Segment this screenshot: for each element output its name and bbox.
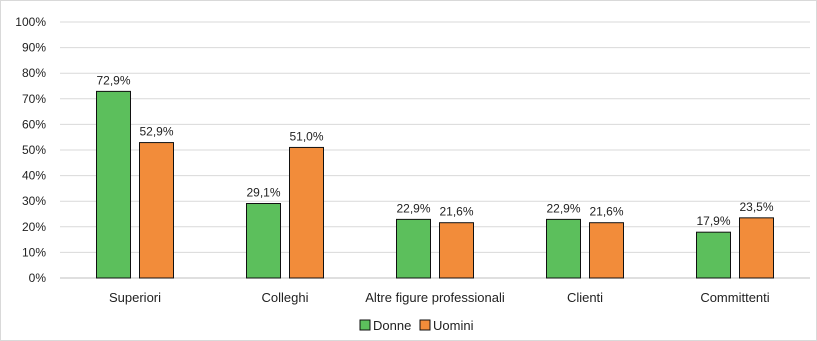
data-label: 51,0% [289, 129, 323, 143]
bar-donne [396, 218, 431, 279]
y-tick-label: 30% [22, 194, 46, 208]
bar-uomini [289, 146, 324, 279]
category-label: Superiori [109, 290, 161, 305]
y-tick-label: 20% [22, 220, 46, 234]
legend-swatch-donne [359, 319, 371, 331]
data-label: 29,1% [246, 186, 280, 200]
data-label: 72,9% [96, 73, 130, 87]
legend-swatch-uomini [419, 319, 431, 331]
y-tick-label: 80% [22, 66, 46, 80]
legend-label: Donne [373, 318, 411, 333]
bar-donne [246, 203, 281, 279]
y-tick-label: 50% [22, 143, 46, 157]
y-tick-label: 40% [22, 169, 46, 183]
legend-label: Uomini [433, 318, 474, 333]
y-tick-label: 60% [22, 117, 46, 131]
bar-donne [696, 231, 731, 279]
bar-uomini [139, 142, 174, 279]
bar-donne [96, 90, 131, 279]
data-label: 21,6% [589, 205, 623, 219]
y-tick-label: 100% [15, 15, 46, 29]
data-label: 22,9% [396, 201, 430, 215]
bar-donne [546, 218, 581, 279]
data-label: 23,5% [739, 200, 773, 214]
category-label: Colleghi [262, 290, 309, 305]
y-tick-label: 0% [29, 271, 47, 285]
y-tick-label: 90% [22, 41, 46, 55]
data-label: 17,9% [696, 214, 730, 228]
category-label: Clienti [567, 290, 603, 305]
data-label: 52,9% [139, 125, 173, 139]
bar-uomini [589, 222, 624, 279]
data-label: 21,6% [439, 205, 473, 219]
data-label: 22,9% [546, 201, 580, 215]
bar-uomini [739, 217, 774, 279]
y-tick-label: 10% [22, 245, 46, 259]
category-label: Committenti [700, 290, 769, 305]
bar-uomini [439, 222, 474, 279]
category-label: Altre figure professionali [365, 290, 505, 305]
y-tick-label: 70% [22, 92, 46, 106]
